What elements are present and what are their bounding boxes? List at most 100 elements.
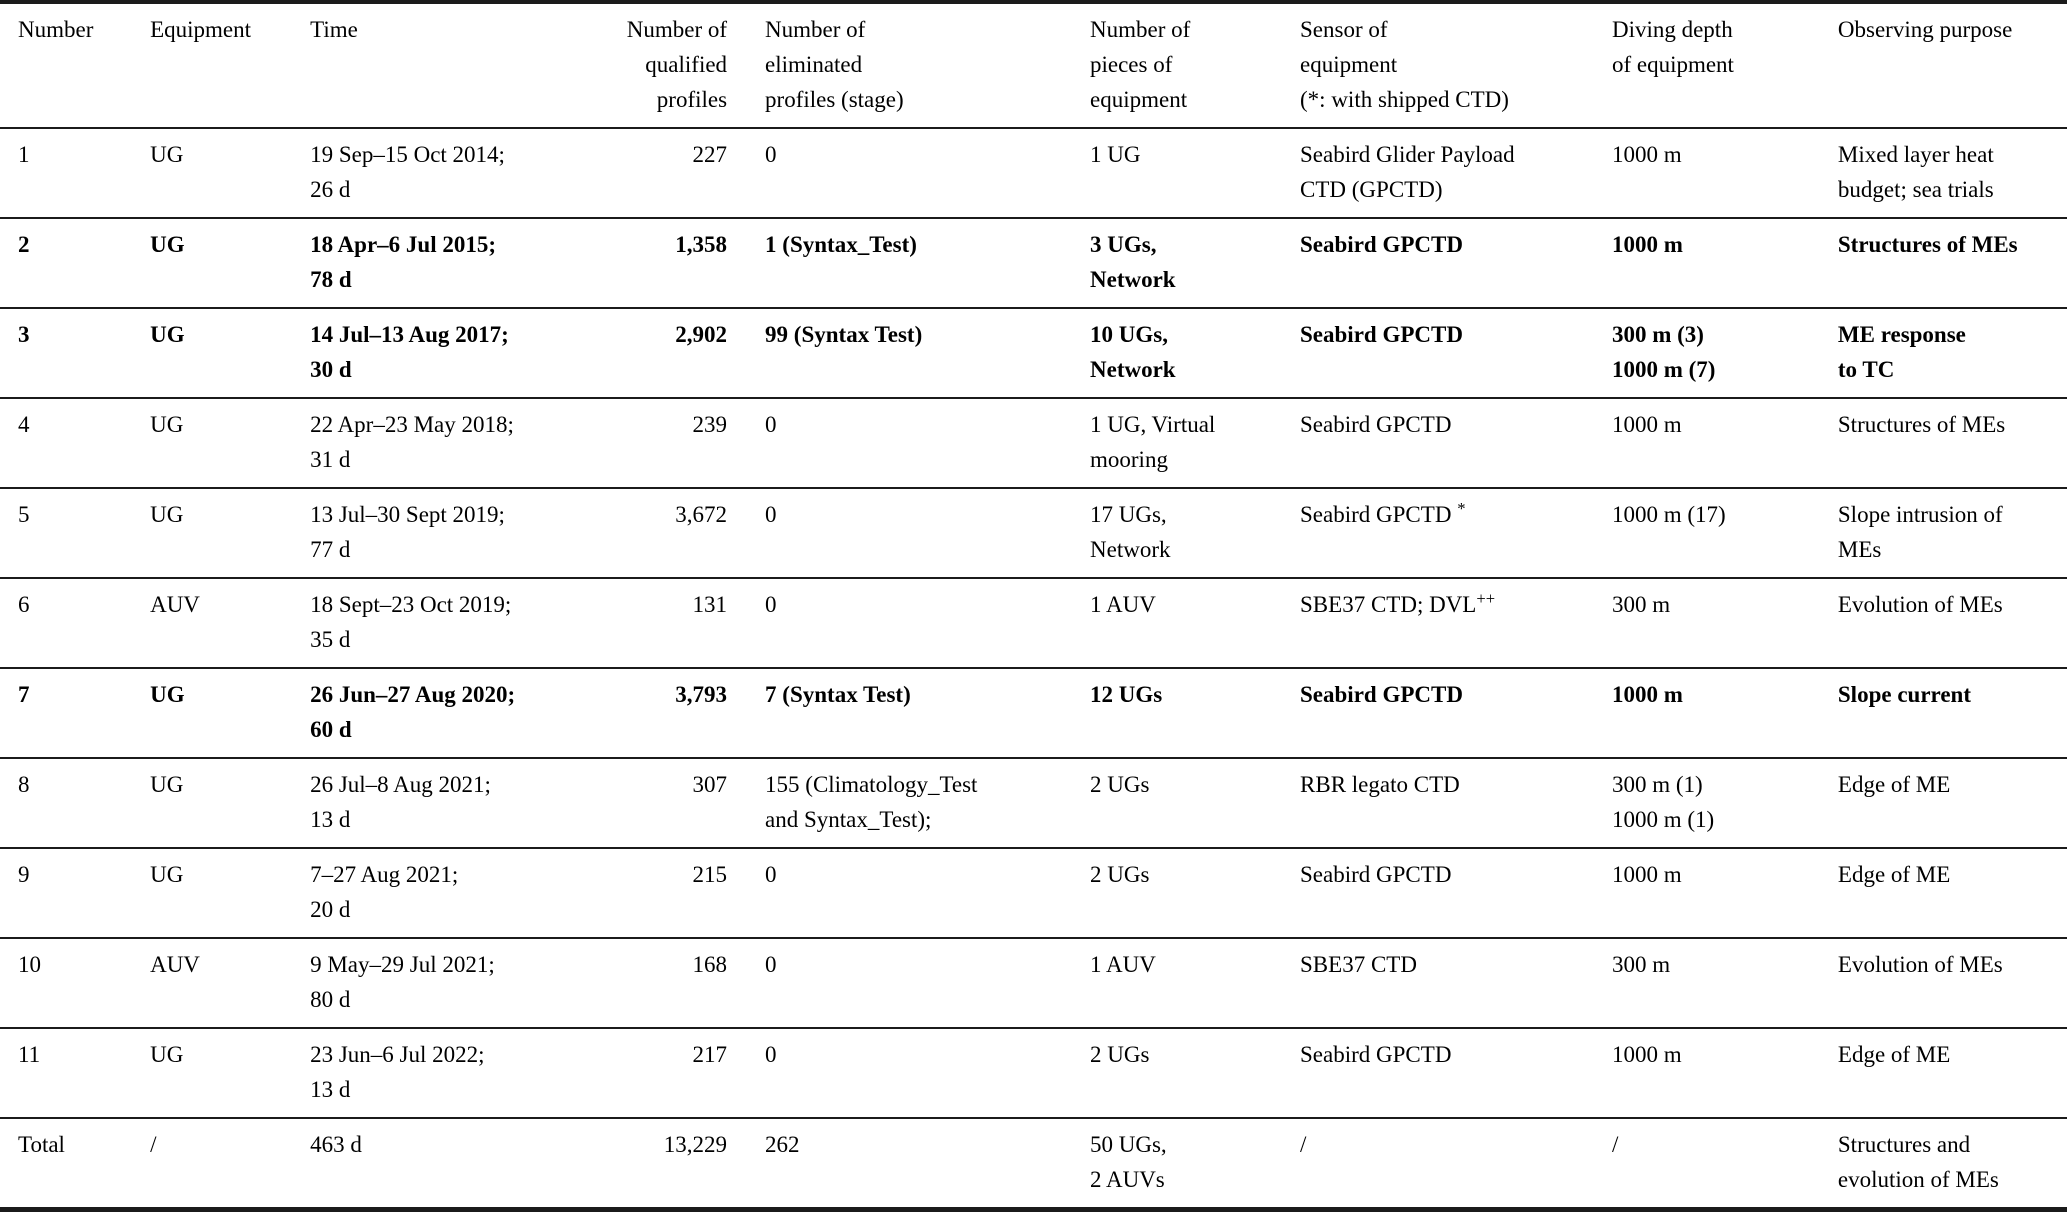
cell-time: 13 Jul–30 Sept 2019; 77 d — [310, 502, 505, 562]
cell-time: 23 Jun–6 Jul 2022; 13 d — [310, 1042, 485, 1102]
cell-qualified-profiles: 131 — [692, 592, 728, 617]
cell-eliminated-profiles: 0 — [765, 592, 777, 617]
table-row-7: 7 UG 26 Jun–27 Aug 2020; 60 d 3,793 7 (Synta… — [0, 668, 2067, 758]
total-row: Total / 463 d 13,229 262 50 UGs, 2 AUVs / / Stru… — [0, 1118, 2067, 1210]
cell-equipment: UG — [150, 772, 184, 797]
cell-qualified-profiles: 239 — [692, 412, 728, 437]
superscript-marker: * — [1457, 498, 1466, 518]
cell-number: 1 — [18, 142, 30, 167]
cell-observing-purpose: Edge of ME — [1837, 772, 1951, 797]
cell-eliminated-profiles: 0 — [765, 862, 777, 887]
cell-observing-purpose: Edge of ME — [1837, 1042, 1951, 1067]
cell-eliminated-profiles: 1 (Syntax_Test) — [765, 232, 917, 257]
cell-equipment: AUV — [150, 952, 200, 977]
cell-sensor: / — [1300, 1132, 1307, 1157]
column-header-equipment: Equipment — [150, 17, 252, 42]
cell-pieces-of-equipment: 1 AUV — [1090, 592, 1156, 617]
cell-sensor: Seabird GPCTD — [1300, 412, 1452, 437]
cell-eliminated-profiles: 155 (Climatology_Test and Syntax_Test); — [765, 772, 978, 832]
cell-equipment: UG — [150, 232, 185, 257]
cell-diving-depth: 1000 m — [1611, 862, 1682, 887]
cell-pieces-of-equipment: 50 UGs, 2 AUVs — [1090, 1132, 1167, 1192]
cell-diving-depth: 1000 m — [1611, 682, 1683, 707]
cell-sensor: RBR legato CTD — [1300, 772, 1460, 797]
cell-number: 9 — [18, 862, 30, 887]
cell-observing-purpose: Slope current — [1837, 682, 1971, 707]
table-row-2: 2 UG 18 Apr–6 Jul 2015; 78 d 1,358 1 (Syntax… — [0, 218, 2067, 308]
cell-sensor: Seabird GPCTD — [1300, 862, 1452, 887]
cell-observing-purpose: Structures and evolution of MEs — [1837, 1132, 1999, 1192]
cell-equipment: AUV — [150, 592, 200, 617]
cell-time: 463 d — [310, 1132, 362, 1157]
column-header-pieces-of-equipment: Number of pieces of equipment — [1090, 17, 1191, 112]
cell-observing-purpose: Mixed layer heat budget; sea trials — [1837, 142, 1994, 202]
cell-sensor: Seabird GPCTD * — [1300, 498, 1466, 527]
cell-observing-purpose: Edge of ME — [1837, 862, 1951, 887]
column-header-diving-depth: Diving depth of equipment — [1611, 17, 1734, 77]
cell-pieces-of-equipment: 1 UG — [1090, 142, 1141, 167]
cell-pieces-of-equipment: 12 UGs — [1090, 682, 1163, 707]
cell-time: 14 Jul–13 Aug 2017; 30 d — [310, 322, 509, 382]
cell-number: 6 — [18, 592, 30, 617]
cell-qualified-profiles: 217 — [692, 1042, 728, 1067]
cell-qualified-profiles: 307 — [692, 772, 728, 797]
cell-diving-depth: 300 m (3) 1000 m (7) — [1611, 322, 1716, 382]
table-body: 1 UG 19 Sep–15 Oct 2014; 26 d 227 0 1 UG Seabi… — [0, 128, 2067, 1210]
table-row-8: 8 UG 26 Jul–8 Aug 2021; 13 d 307 155 (Climat… — [0, 758, 2067, 848]
cell-qualified-profiles: 2,902 — [675, 322, 728, 347]
cell-equipment: UG — [150, 142, 184, 167]
cell-time: 18 Apr–6 Jul 2015; 78 d — [310, 232, 497, 292]
cell-eliminated-profiles: 0 — [765, 502, 777, 527]
cell-eliminated-profiles: 0 — [765, 952, 777, 977]
table-row-6: 6 AUV 18 Sept–23 Oct 2019; 35 d 131 0 1 AUV SB… — [0, 578, 2067, 668]
cell-sensor: Seabird GPCTD — [1300, 1042, 1452, 1067]
cell-equipment: UG — [150, 1042, 184, 1067]
table-row-1: 1 UG 19 Sep–15 Oct 2014; 26 d 227 0 1 UG Seabi… — [0, 128, 2067, 218]
cell-qualified-profiles: 215 — [692, 862, 728, 887]
cell-observing-purpose: Slope intrusion of MEs — [1837, 502, 2003, 562]
cell-equipment: UG — [150, 322, 185, 347]
table-header: Number Equipment Time Number of qualified p… — [0, 2, 2067, 128]
column-header-time: Time — [310, 17, 358, 42]
cell-qualified-profiles: 13,229 — [663, 1132, 728, 1157]
column-header-observing-purpose: Observing purpose — [1837, 17, 2013, 42]
cell-sensor: Seabird Glider Payload CTD (GPCTD) — [1300, 142, 1515, 202]
column-header-number: Number — [18, 17, 94, 42]
cell-number: 10 — [18, 952, 41, 977]
cell-eliminated-profiles: 0 — [765, 142, 777, 167]
cell-time: 19 Sep–15 Oct 2014; 26 d — [310, 142, 505, 202]
cell-diving-depth: 300 m — [1611, 952, 1671, 977]
header-row: Number Equipment Time Number of qualified p… — [0, 2, 2067, 128]
cell-eliminated-profiles: 262 — [765, 1132, 800, 1157]
cell-pieces-of-equipment: 2 UGs — [1090, 862, 1150, 887]
cell-diving-depth: / — [1611, 1132, 1619, 1157]
cell-time: 26 Jul–8 Aug 2021; 13 d — [310, 772, 491, 832]
cell-pieces-of-equipment: 10 UGs, Network — [1090, 322, 1176, 382]
table-row-3: 3 UG 14 Jul–13 Aug 2017; 30 d 2,902 99 (Synt… — [0, 308, 2067, 398]
table-row-5: 5 UG 13 Jul–30 Sept 2019; 77 d 3,672 0 17 UGs… — [0, 488, 2067, 578]
cell-pieces-of-equipment: 2 UGs — [1090, 1042, 1150, 1067]
table-row-10: 10 AUV 9 May–29 Jul 2021; 80 d 168 0 1 AUV SBE… — [0, 938, 2067, 1028]
column-header-eliminated-profiles: Number of eliminated profiles (stage) — [765, 17, 904, 112]
cell-eliminated-profiles: 99 (Syntax Test) — [765, 322, 923, 347]
superscript-marker: ++ — [1476, 588, 1496, 608]
cell-pieces-of-equipment: 17 UGs, Network — [1090, 502, 1171, 562]
cell-time: 7–27 Aug 2021; 20 d — [310, 862, 459, 922]
cell-time: 26 Jun–27 Aug 2020; 60 d — [310, 682, 516, 742]
cell-qualified-profiles: 3,793 — [675, 682, 728, 707]
cell-observing-purpose: Structures of MEs — [1837, 412, 2006, 437]
cell-number: 7 — [18, 682, 30, 707]
cell-diving-depth: 1000 m — [1611, 412, 1682, 437]
cell-number: 2 — [18, 232, 30, 257]
cell-diving-depth: 1000 m — [1611, 1042, 1682, 1067]
cell-equipment: UG — [150, 862, 184, 887]
cell-sensor: Seabird GPCTD — [1300, 322, 1463, 347]
cell-number: 8 — [18, 772, 30, 797]
cell-equipment: UG — [150, 682, 185, 707]
cell-equipment: UG — [150, 412, 184, 437]
cell-observing-purpose: Evolution of MEs — [1837, 952, 2003, 977]
cell-time: 22 Apr–23 May 2018; 31 d — [310, 412, 514, 472]
cell-number: Total — [18, 1132, 65, 1157]
cell-sensor: SBE37 CTD — [1300, 952, 1417, 977]
